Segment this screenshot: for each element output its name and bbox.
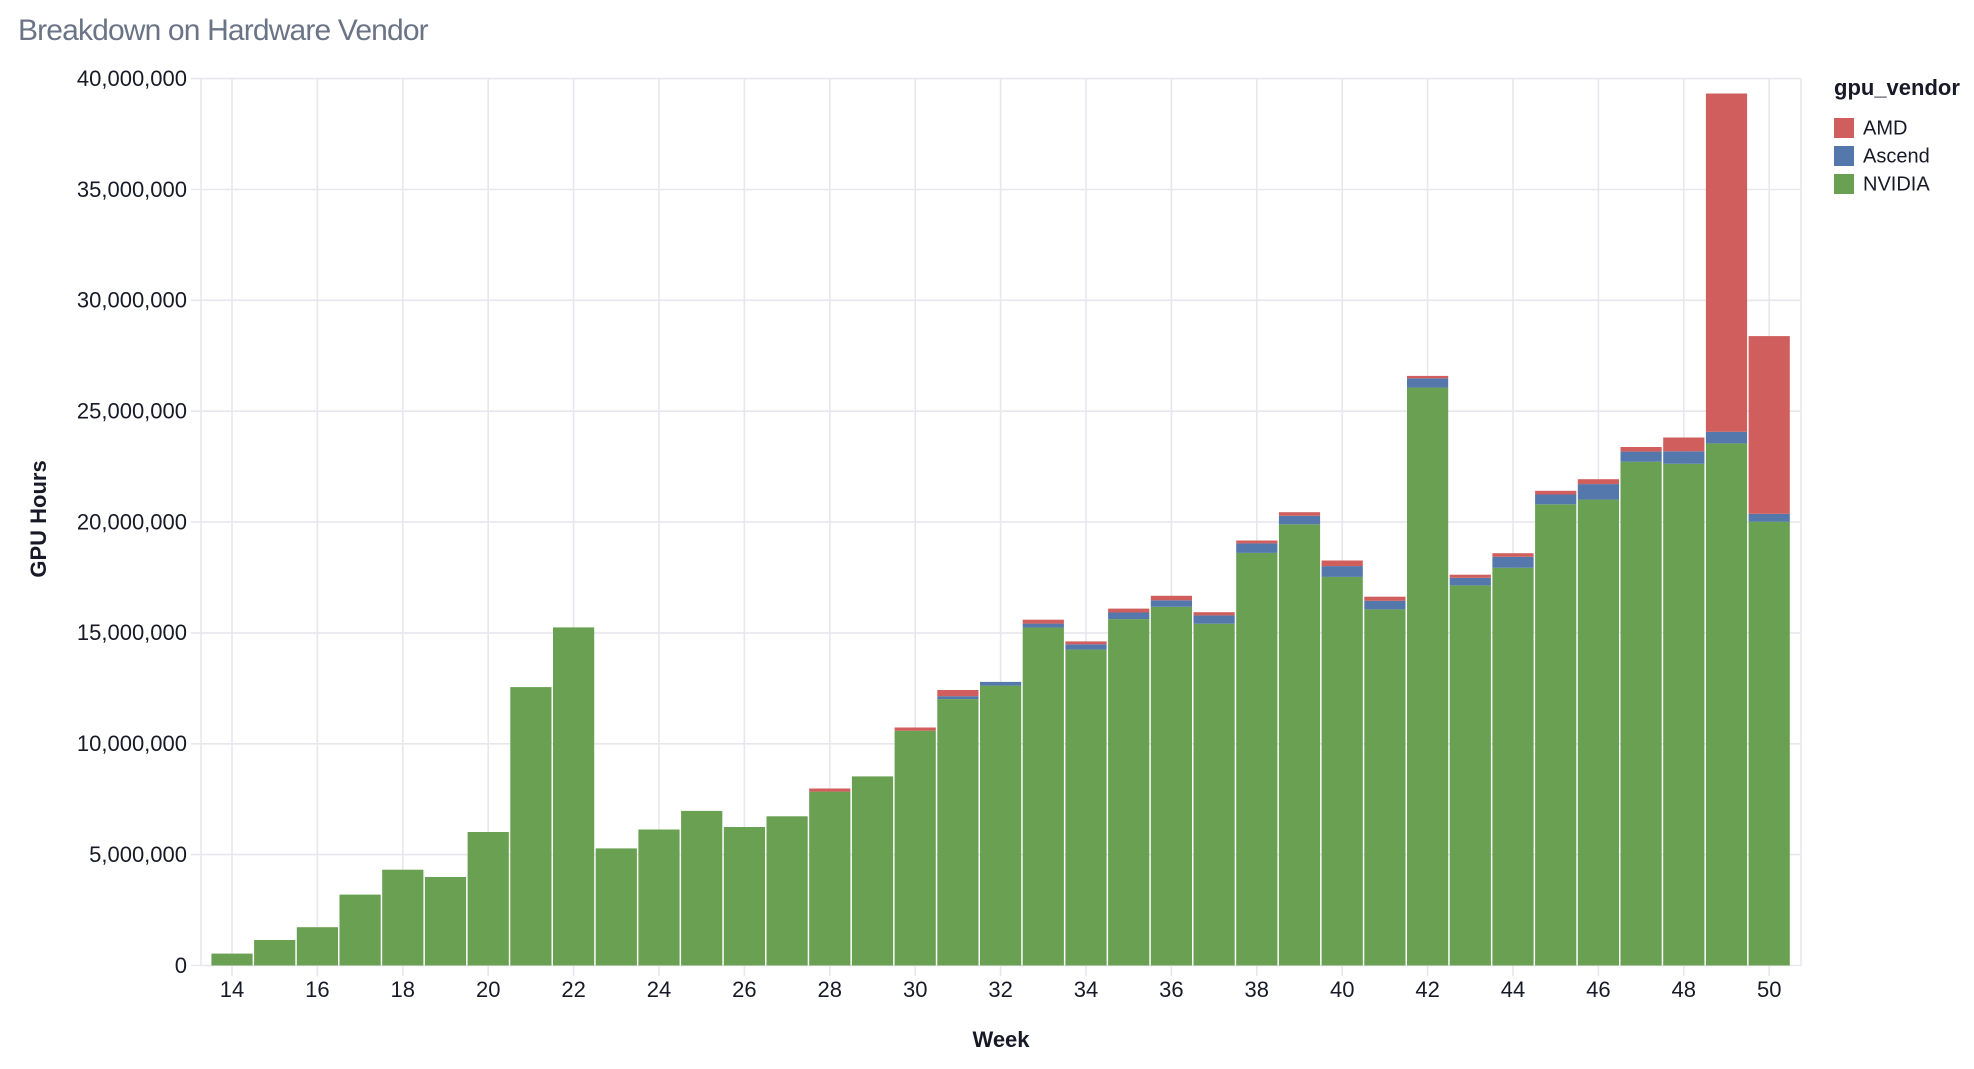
svg-text:42: 42 [1415, 977, 1439, 1002]
svg-text:14: 14 [220, 977, 244, 1002]
svg-text:NVIDIA: NVIDIA [1863, 174, 1930, 196]
svg-text:22: 22 [561, 977, 585, 1002]
svg-text:18: 18 [391, 977, 415, 1002]
svg-text:16: 16 [305, 977, 329, 1002]
svg-text:Week: Week [972, 1027, 1030, 1052]
svg-text:GPU Hours: GPU Hours [26, 460, 51, 577]
svg-text:48: 48 [1672, 977, 1696, 1002]
svg-text:24: 24 [647, 977, 671, 1002]
svg-text:26: 26 [732, 977, 756, 1002]
svg-text:gpu_vendor: gpu_vendor [1834, 75, 1960, 100]
svg-text:0: 0 [175, 953, 187, 978]
svg-text:20,000,000: 20,000,000 [77, 509, 187, 534]
svg-text:30: 30 [903, 977, 927, 1002]
svg-text:44: 44 [1501, 977, 1525, 1002]
svg-text:28: 28 [818, 977, 842, 1002]
svg-text:Breakdown on Hardware Vendor: Breakdown on Hardware Vendor [18, 14, 429, 47]
svg-text:40,000,000: 40,000,000 [77, 66, 187, 91]
svg-text:36: 36 [1159, 977, 1183, 1002]
svg-text:32: 32 [988, 977, 1012, 1002]
svg-text:34: 34 [1074, 977, 1098, 1002]
svg-text:AMD: AMD [1863, 118, 1907, 140]
svg-text:38: 38 [1245, 977, 1269, 1002]
svg-text:20: 20 [476, 977, 500, 1002]
svg-text:50: 50 [1757, 977, 1781, 1002]
svg-text:10,000,000: 10,000,000 [77, 731, 187, 756]
svg-text:35,000,000: 35,000,000 [77, 177, 187, 202]
svg-text:15,000,000: 15,000,000 [77, 620, 187, 645]
svg-text:46: 46 [1586, 977, 1610, 1002]
svg-text:Ascend: Ascend [1863, 146, 1930, 168]
svg-text:40: 40 [1330, 977, 1354, 1002]
svg-text:25,000,000: 25,000,000 [77, 399, 187, 424]
svg-text:30,000,000: 30,000,000 [77, 288, 187, 313]
svg-text:5,000,000: 5,000,000 [89, 842, 187, 867]
